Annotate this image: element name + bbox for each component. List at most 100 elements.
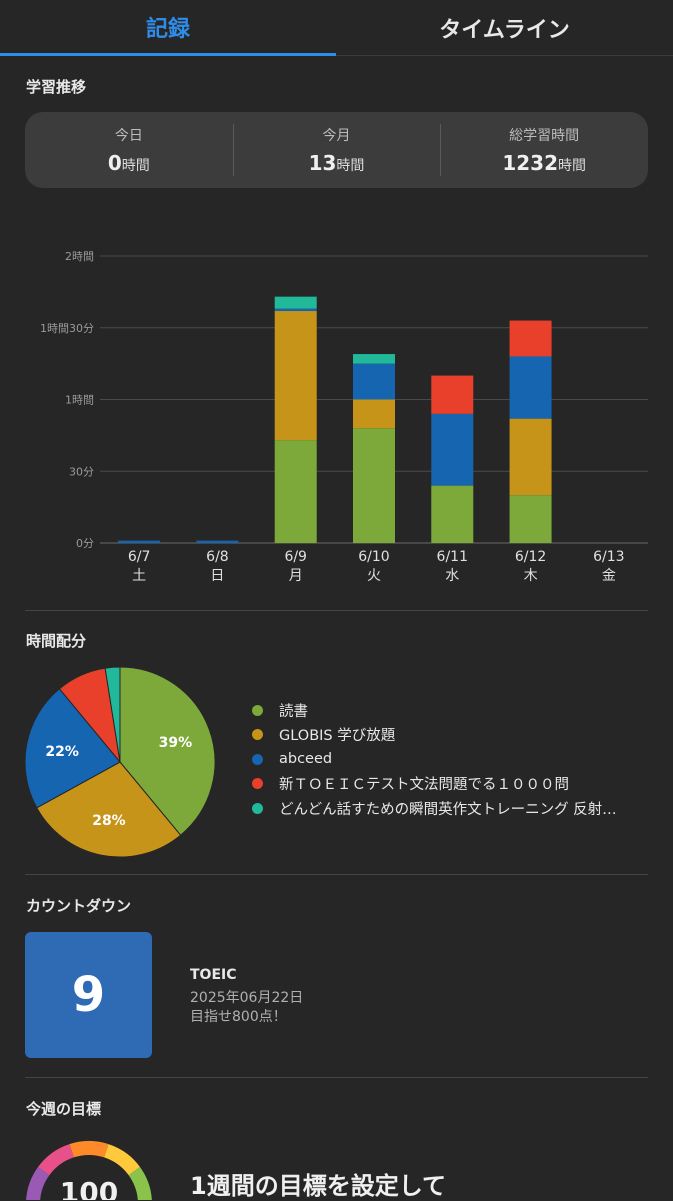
legend-item: 新ＴＯＥＩＣテスト文法問題でる１０００問	[252, 772, 662, 797]
x-tick-weekday: 金	[602, 568, 616, 584]
x-tick-weekday: 土	[132, 568, 146, 584]
pie-slice	[104, 666, 121, 763]
section-divider	[25, 610, 648, 611]
bar-segment	[509, 418, 552, 496]
pie-slice	[36, 761, 182, 858]
bar-segment	[274, 296, 317, 309]
bar-segment	[431, 375, 474, 414]
section-divider	[25, 1077, 648, 1078]
legend-label: abceed	[279, 751, 333, 768]
bar-segment	[274, 308, 317, 312]
bar-segment	[509, 495, 552, 543]
y-tick-label: 1時間	[65, 394, 94, 407]
stat-month-label: 今月	[322, 128, 351, 144]
stat-total: 総学習時間 1232時間	[440, 112, 648, 188]
bar-segment	[431, 485, 474, 543]
weekly-goal-gauge[interactable]: 100	[25, 1132, 155, 1200]
pie-slice	[119, 666, 216, 836]
bar-segment	[509, 320, 552, 357]
gauge-segment	[128, 1166, 152, 1200]
pie-slice-label: 22%	[45, 744, 79, 760]
x-tick-weekday: 月	[289, 568, 303, 584]
legend-label: どんどん話すための瞬間英作文トレーニング 反射…	[279, 801, 617, 818]
x-tick-date: 6/8	[206, 549, 229, 565]
x-tick-weekday: 木	[524, 568, 538, 584]
stat-month-number: 13	[308, 151, 337, 175]
legend-dot	[252, 729, 263, 741]
tab-records[interactable]: 記録	[0, 0, 336, 56]
y-tick-label: 30分	[69, 465, 94, 478]
bar-segment	[353, 399, 395, 429]
pie-legend: 読書 GLOBIS 学び放題 abceed 新ＴＯＥＩＣテスト文法問題でる１０００問ど…	[252, 698, 662, 821]
stat-today-number: 0	[107, 151, 122, 175]
y-tick-label: 0分	[76, 537, 94, 550]
stat-total-number: 1232	[502, 151, 559, 175]
countdown-event: TOEIC	[190, 967, 237, 983]
gauge-value: 100	[60, 1176, 118, 1200]
countdown-days-box[interactable]: 9	[25, 932, 152, 1058]
legend-item: 読書	[252, 698, 662, 723]
study-bar-chart: 0分 30分 1時間 1時間30分 2時間 6/7 土 6/8 日 6/9 月 6/10 火 6/11 水 6…	[40, 250, 648, 584]
y-tick-label: 1時間30分	[40, 322, 94, 335]
gauge-segment	[38, 1144, 75, 1176]
legend-dot	[252, 704, 263, 716]
pie-slice-label: 39%	[159, 735, 193, 751]
weekly-goal-title: 今週の目標	[26, 1100, 102, 1118]
x-tick-date: 6/12	[515, 549, 546, 565]
stat-total-unit: 時間	[558, 158, 587, 174]
legend-label: 新ＴＯＥＩＣテスト文法問題でる１０００問	[279, 777, 569, 794]
bar-segment	[274, 311, 317, 441]
legend-label: GLOBIS 学び放題	[279, 728, 396, 745]
x-tick-weekday: 水	[445, 568, 459, 584]
gauge-segment	[69, 1141, 109, 1158]
x-tick-weekday: 火	[367, 568, 381, 584]
bar-segment	[431, 413, 474, 486]
time-distribution-pie: 39% 28% 22%	[24, 666, 216, 858]
bar-segment	[353, 428, 395, 543]
stat-month: 今月 13時間	[232, 112, 441, 188]
stat-today-label: 今日	[114, 128, 143, 144]
stats-panel: 今日 0時間 今月 13時間 総学習時間 1232時間	[25, 112, 648, 188]
legend-item: GLOBIS 学び放題	[252, 723, 662, 748]
y-tick-label: 2時間	[65, 250, 94, 263]
countdown-title: カウントダウン	[26, 897, 132, 915]
bar-segment	[274, 440, 317, 543]
x-tick-date: 6/10	[358, 549, 389, 565]
gauge-segment	[103, 1144, 140, 1176]
stat-total-label: 総学習時間	[509, 128, 580, 144]
time-distribution-title: 時間配分	[26, 632, 87, 650]
bar-segment	[353, 354, 395, 364]
legend-dot	[252, 778, 263, 790]
x-tick-date: 6/11	[437, 549, 468, 565]
countdown-days: 9	[71, 967, 106, 1023]
pie-slice	[24, 688, 121, 809]
gauge-segment	[26, 1166, 50, 1200]
legend-item: どんどん話すための瞬間英作文トレーニング 反射…	[252, 796, 662, 821]
learning-trend-title: 学習推移	[26, 78, 87, 96]
section-divider	[25, 874, 648, 875]
pie-slice-label: 28%	[92, 813, 126, 829]
legend-label: 読書	[279, 703, 308, 720]
stat-month-value: 13時間	[309, 151, 365, 175]
legend-dot	[252, 753, 263, 765]
stat-today: 今日 0時間	[25, 112, 233, 188]
tab-bar: 記録 タイムライン	[0, 0, 673, 56]
weekly-goal-message[interactable]: 1週間の目標を設定して	[190, 1172, 446, 1200]
countdown-date: 2025年06月22日	[190, 990, 304, 1006]
stat-today-value: 0時間	[108, 151, 150, 175]
countdown-note: 目指せ800点！	[190, 1009, 287, 1025]
bar-segment	[353, 363, 395, 400]
tab-timeline[interactable]: タイムライン	[336, 0, 673, 56]
stat-today-unit: 時間	[121, 158, 150, 174]
x-tick-date: 6/7	[128, 549, 151, 565]
x-tick-weekday: 日	[210, 568, 224, 584]
x-tick-date: 6/9	[284, 549, 307, 565]
bar-segment	[196, 540, 239, 543]
bar-segment	[118, 540, 161, 543]
legend-item: abceed	[252, 747, 662, 772]
x-tick-date: 6/13	[593, 549, 624, 565]
stat-total-value: 1232時間	[502, 151, 586, 175]
bar-segment	[509, 356, 552, 419]
stat-month-unit: 時間	[336, 158, 365, 174]
legend-dot	[252, 802, 263, 814]
